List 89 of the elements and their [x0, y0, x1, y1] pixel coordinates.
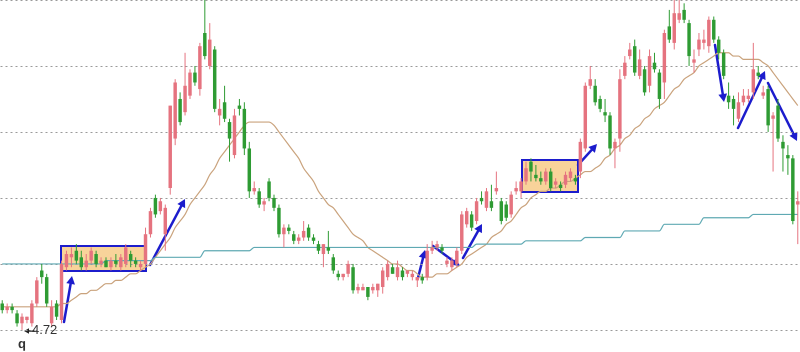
candlestick — [5, 303, 9, 314]
candlestick — [296, 234, 300, 245]
candlestick — [89, 246, 93, 264]
candlestick — [218, 98, 222, 126]
candlestick — [193, 65, 197, 86]
candlestick — [54, 300, 58, 320]
candlestick — [114, 254, 118, 268]
candlestick — [781, 134, 785, 172]
candlestick — [40, 263, 44, 284]
candlestick — [603, 98, 607, 123]
candlestick — [109, 256, 113, 272]
candlestick — [0, 300, 4, 314]
candlestick — [351, 263, 355, 294]
candlestick — [682, 2, 686, 24]
candlestick — [668, 9, 672, 44]
candlestick — [326, 230, 330, 255]
candlestick — [786, 144, 790, 176]
candlestick — [613, 138, 617, 169]
candlestick — [35, 276, 39, 308]
candlestick — [430, 240, 434, 255]
candlestick — [178, 92, 182, 126]
candlestick — [306, 224, 310, 242]
candlestick — [628, 42, 632, 60]
candlestick — [99, 256, 103, 268]
candlestick — [94, 250, 98, 268]
candlestick — [336, 270, 340, 281]
candlestick — [287, 224, 291, 235]
candlestick — [652, 52, 656, 74]
candlestick — [262, 197, 266, 212]
candlestick — [366, 286, 370, 301]
candlestick — [722, 48, 726, 80]
candlestick — [312, 234, 316, 245]
candlestick — [400, 266, 404, 281]
candlestick — [316, 240, 320, 255]
candlestick — [435, 240, 439, 252]
candlestick — [554, 178, 558, 189]
candlestick — [346, 260, 350, 278]
candlestick — [322, 244, 326, 268]
candlestick — [588, 65, 592, 90]
candlestick — [222, 85, 226, 123]
candlestick — [154, 194, 158, 218]
candlestick — [420, 273, 424, 284]
candlestick — [148, 207, 152, 238]
candlestick — [416, 276, 420, 288]
candlestick — [484, 188, 488, 212]
candlestick — [203, 0, 207, 60]
candlestick — [292, 230, 296, 245]
candlestick — [756, 65, 760, 80]
candlestick — [267, 178, 271, 202]
candlestick — [252, 180, 256, 196]
candlestick — [490, 184, 494, 212]
candlestick — [642, 65, 646, 96]
candlestick — [238, 98, 242, 116]
candlestick — [128, 250, 132, 268]
candlestick — [470, 210, 474, 232]
candlestick — [574, 174, 578, 186]
candlestick — [771, 112, 775, 172]
candlestick — [752, 42, 756, 100]
candlestick — [529, 158, 533, 182]
candlestick — [544, 168, 548, 186]
candlestick — [623, 56, 627, 80]
candlestick — [796, 190, 800, 245]
candlestick — [396, 260, 400, 281]
candlestick — [138, 260, 142, 272]
text: q — [18, 336, 26, 351]
candlestick — [534, 164, 538, 182]
candlestick — [509, 190, 513, 218]
candlestick — [474, 197, 478, 225]
candlestick — [332, 254, 336, 274]
candlestick — [134, 256, 138, 268]
candlestick — [712, 16, 716, 44]
candlestick — [282, 224, 286, 248]
candlestick — [228, 118, 232, 162]
candlestick — [84, 254, 88, 272]
candlestick — [302, 220, 306, 242]
candlestick — [480, 190, 484, 206]
candlestick — [257, 188, 261, 208]
candlestick — [548, 168, 552, 192]
candlestick — [638, 48, 642, 80]
candlestick — [558, 180, 562, 192]
candlestick — [410, 270, 414, 281]
candlestick — [10, 303, 14, 314]
candlestick — [761, 85, 765, 100]
candlestick — [390, 263, 394, 274]
candlestick — [494, 171, 498, 196]
candlestick — [15, 310, 19, 328]
candlestick — [716, 36, 720, 60]
candlestick — [539, 171, 543, 186]
annotation: 4.72 — [32, 322, 58, 337]
